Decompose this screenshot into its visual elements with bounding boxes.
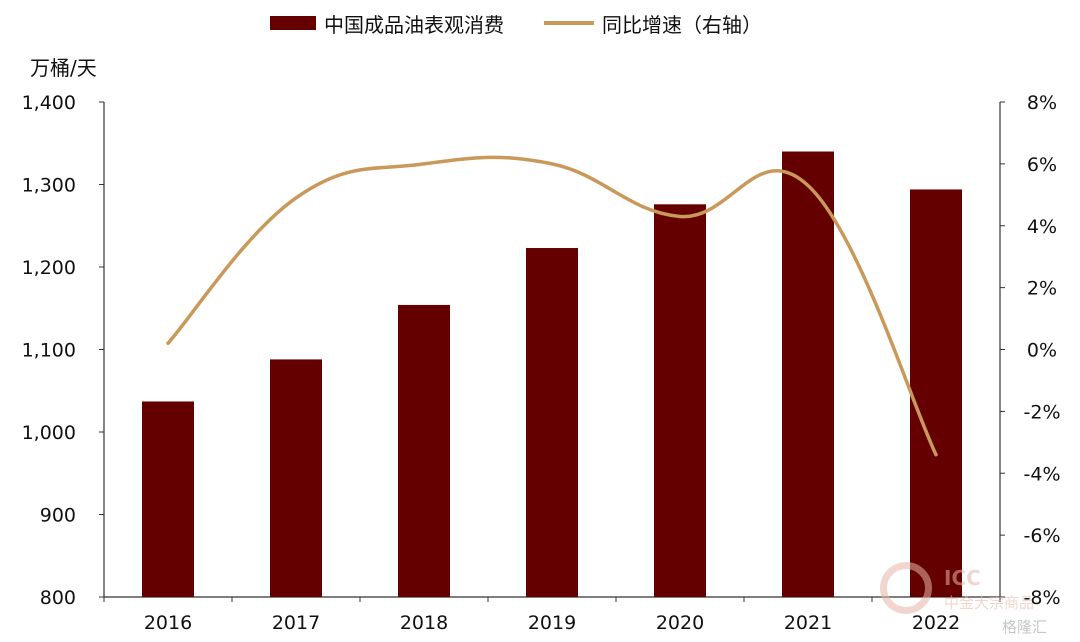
legend-swatch-bar <box>270 16 316 30</box>
bar-2022 <box>910 189 962 597</box>
x-tick-label-2017: 2017 <box>272 612 320 634</box>
y-tick-label-left: 1,400 <box>22 92 76 114</box>
x-tick-label-2022: 2022 <box>912 612 960 634</box>
y-tick-label-right: 0% <box>1027 340 1057 362</box>
y-tick-label-right: 8% <box>1027 92 1057 114</box>
watermark: ICC 中金大宗商品 格隆汇 <box>880 562 1080 642</box>
y-tick-label-right: -4% <box>1024 463 1061 485</box>
y-tick-label-left: 1,100 <box>22 340 76 362</box>
series-line-yoy-growth <box>166 155 938 457</box>
chart-legend: 中国成品油表观消费 同比增速（右轴） <box>270 8 802 38</box>
watermark-text-gelonghui: 格隆汇 <box>1002 618 1048 636</box>
legend-item-bar: 中国成品油表观消费 <box>270 9 504 38</box>
y-tick-label-left: 1,200 <box>22 257 76 279</box>
bar-2016 <box>142 401 194 597</box>
bar-2019 <box>526 248 578 597</box>
y-tick-label-left: 800 <box>40 587 76 609</box>
x-tick-label-2016: 2016 <box>144 612 192 634</box>
y-tick-label-right: 6% <box>1027 154 1057 176</box>
legend-item-line: 同比增速（右轴） <box>544 9 762 38</box>
y-tick-label-left: 900 <box>40 505 76 527</box>
y-tick-label-left: 1,000 <box>22 422 76 444</box>
bar-2021 <box>782 151 834 597</box>
bar-2020 <box>654 204 706 598</box>
bar-2018 <box>398 304 450 597</box>
y-tick-label-left: 1,300 <box>22 175 76 197</box>
y-axis-unit-label: 万桶/天 <box>30 56 97 80</box>
watermark-text-icc: ICC <box>944 566 981 590</box>
legend-swatch-line <box>544 21 594 25</box>
y-tick-label-right: 2% <box>1027 278 1057 300</box>
legend-label-bar: 中国成品油表观消费 <box>324 12 504 37</box>
y-tick-label-right: -8% <box>1024 587 1061 609</box>
x-tick-label-2020: 2020 <box>656 612 704 634</box>
bar-2017 <box>270 359 322 597</box>
legend-label-line: 同比增速（右轴） <box>602 12 762 37</box>
x-tick-label-2021: 2021 <box>784 612 832 634</box>
x-tick-label-2018: 2018 <box>400 612 448 634</box>
watermark-logo-icon <box>880 562 932 614</box>
y-tick-label-right: -2% <box>1024 401 1061 423</box>
watermark-text-cicc: 中金大宗商品 <box>944 594 1035 612</box>
x-tick-label-2019: 2019 <box>528 612 576 634</box>
y-tick-label-right: 4% <box>1027 216 1057 238</box>
y-tick-label-right: -6% <box>1024 525 1061 547</box>
